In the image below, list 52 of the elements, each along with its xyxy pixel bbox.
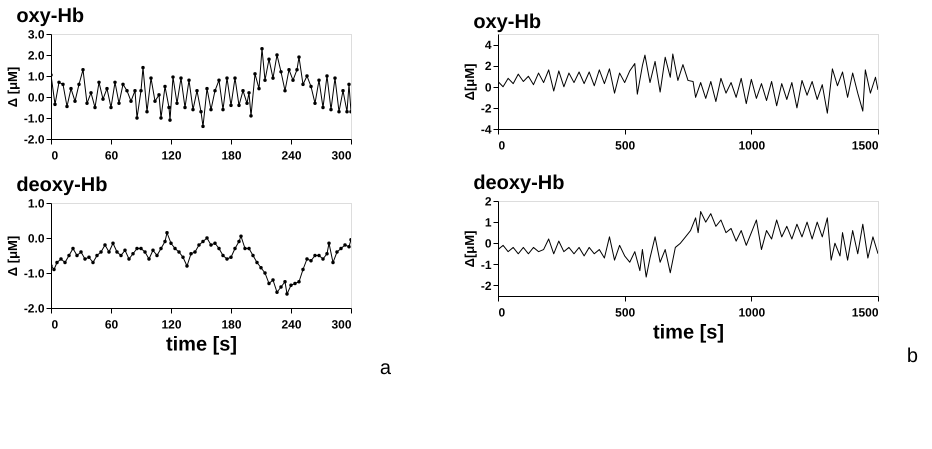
x-tick-label: 0 [498, 138, 506, 152]
x-tick-label: 1000 [738, 138, 766, 152]
chart-title: oxy-Hb [16, 5, 84, 27]
x-tick-label: 1500 [852, 138, 879, 152]
x-tick-label: 0 [498, 306, 506, 320]
y-tick-label: -2.0 [24, 302, 45, 316]
x-axis-title: time [s] [652, 322, 724, 344]
x-tick-label: 0 [52, 318, 58, 332]
y-axis-title: Δ[μM] [462, 64, 477, 100]
y-tick-label: 4 [484, 38, 492, 52]
x-tick-label: 240 [281, 318, 302, 332]
x-axis-title: time [s] [166, 334, 238, 356]
y-tick-label: 0 [484, 80, 492, 94]
x-tick-label: 500 [615, 306, 636, 320]
x-tick-label: 60 [104, 148, 118, 162]
y-axis-title: Δ [μM] [4, 66, 20, 108]
y-tick-label: 2.0 [28, 48, 45, 62]
x-tick-label: 500 [615, 138, 636, 152]
x-tick-label: 180 [221, 148, 242, 162]
chart-title: oxy-Hb [473, 11, 542, 33]
y-tick-label: -2.0 [24, 132, 45, 146]
x-tick-label: 1500 [852, 306, 879, 320]
y-tick-label: -1.0 [24, 112, 45, 126]
text: b [906, 345, 918, 367]
y-tick-label: 1.0 [28, 70, 45, 84]
y-tick-label: 2 [484, 194, 492, 208]
x-tick-label: 0 [52, 148, 58, 162]
y-tick-label: 2 [484, 59, 492, 74]
y-tick-label: 1.0 [28, 196, 45, 210]
x-tick-label: 300 [331, 318, 352, 332]
y-tick-label: -1 [480, 258, 492, 272]
y-tick-label: -2 [480, 101, 492, 116]
y-tick-label: 0 [484, 236, 492, 251]
x-tick-label: 60 [104, 318, 118, 332]
chart-title: deoxy-Hb [16, 174, 108, 196]
x-tick-label: 1000 [738, 306, 766, 320]
x-tick-label: 120 [161, 318, 182, 332]
y-tick-label: -4 [480, 122, 492, 136]
y-tick-label: 0.0 [28, 90, 45, 104]
y-tick-label: -1.0 [24, 266, 45, 280]
text: a [380, 357, 392, 379]
x-tick-label: 300 [331, 148, 352, 162]
x-tick-label: 240 [281, 148, 302, 162]
y-tick-label: 3.0 [28, 28, 45, 42]
y-tick-label: -2 [480, 278, 492, 293]
y-axis-title: Δ [μM] [4, 236, 20, 276]
y-tick-label: 1 [484, 216, 492, 230]
x-tick-label: 120 [161, 148, 182, 162]
y-axis-title: Δ[μM] [462, 230, 477, 268]
y-tick-label: 0.0 [28, 232, 45, 246]
x-tick-label: 180 [221, 318, 242, 332]
chart-title: deoxy-Hb [473, 172, 564, 194]
